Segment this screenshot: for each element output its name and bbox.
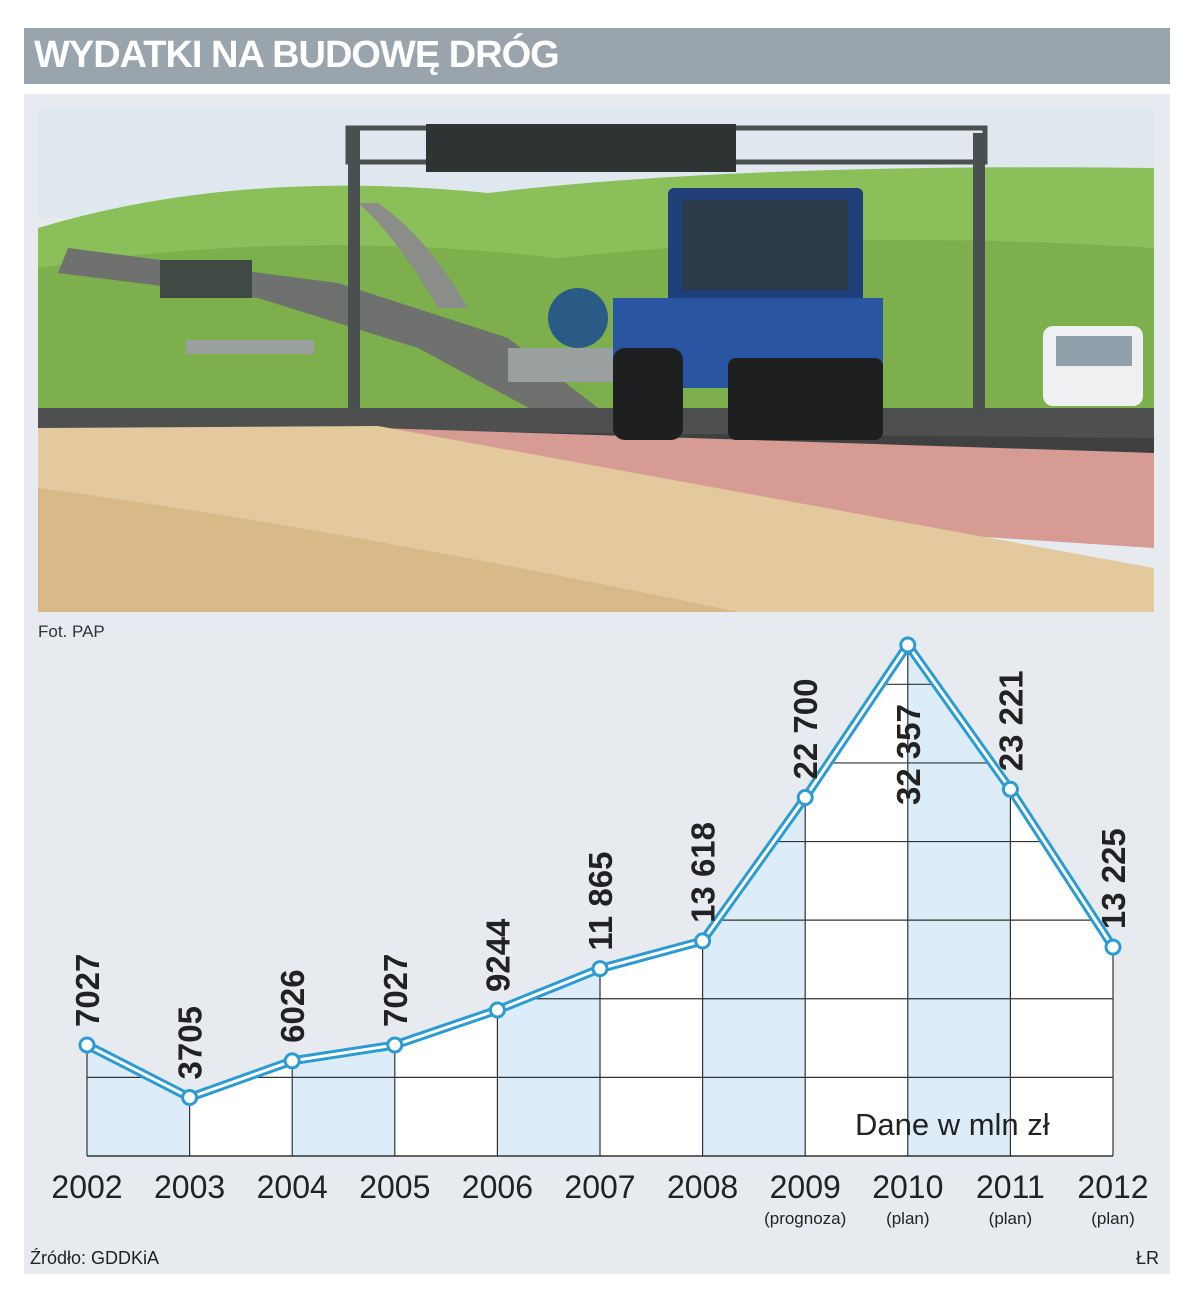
source-note: Źródło: GDDKiA bbox=[30, 1248, 160, 1268]
page-title: WYDATKI NA BUDOWĘ DRÓG bbox=[34, 34, 560, 76]
photo-credit: Fot. PAP bbox=[38, 622, 105, 641]
road-construction-photo bbox=[38, 108, 1154, 612]
photo-illustration bbox=[38, 108, 1154, 612]
title-bar: WYDATKI NA BUDOWĘ DRÓG bbox=[24, 28, 1170, 84]
author-initials: ŁR bbox=[1136, 1248, 1160, 1268]
